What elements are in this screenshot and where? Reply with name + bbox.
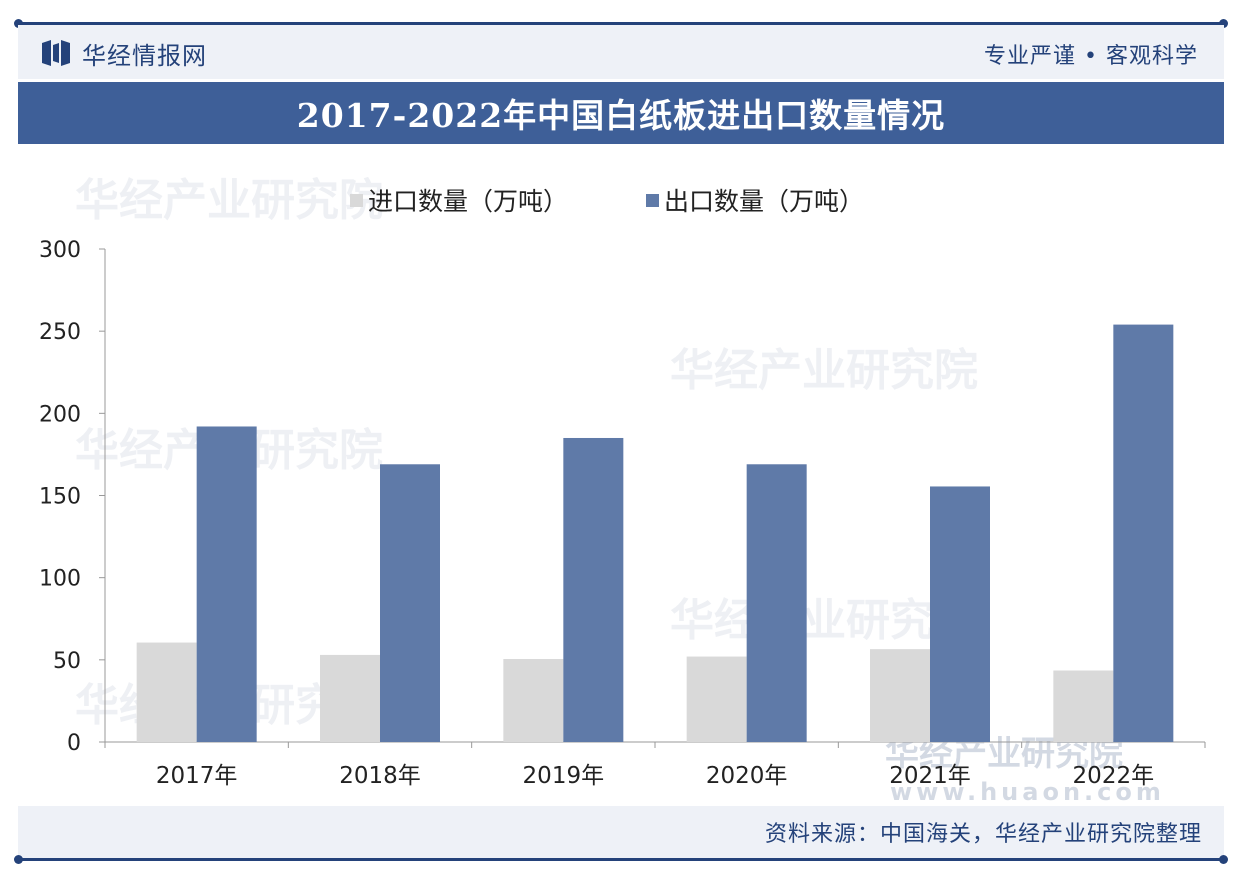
top-rule-dot-left (14, 19, 23, 28)
export-bar (930, 486, 990, 742)
y-tick-label: 300 (39, 238, 81, 263)
watermark-cn: 华经产业研究院 (75, 175, 383, 226)
watermark-url: www.huaon.com (890, 778, 1165, 806)
watermark-group: 华经产业研究院 华经产业研究院 华经产业研究院 华经产业研究院 华经产业研究院 … (75, 175, 1165, 806)
axes (104, 249, 1205, 743)
footer-bar (18, 806, 1224, 858)
export-bar (746, 464, 807, 742)
x-ticks: 2017年 2018年 2019年 2020年 2021年 2022年 (104, 742, 1206, 789)
import-bar (686, 656, 747, 742)
bars (136, 324, 1174, 742)
export-bar (380, 464, 440, 742)
import-bar (320, 654, 380, 742)
slogan: 专业严谨 • 客观科学 (984, 44, 1198, 69)
x-tick-label: 2022年 (1073, 763, 1155, 789)
y-tick-label: 250 (39, 320, 81, 345)
x-tick-label: 2017年 (156, 763, 238, 789)
import-bar (503, 659, 564, 742)
chart-title: 2017-2022年中国白纸板进出口数量情况 (296, 96, 946, 135)
x-tick-label: 2020年 (706, 763, 788, 789)
watermark-cn: 华经产业研究院 (670, 345, 978, 396)
title-bar: 2017-2022年中国白纸板进出口数量情况 (18, 82, 1224, 144)
legend-label-export: 出口数量（万吨） (664, 187, 864, 216)
top-rule (18, 22, 1224, 25)
x-tick-label: 2018年 (339, 763, 421, 789)
y-tick-label: 200 (39, 402, 81, 427)
export-bar (196, 426, 257, 742)
bottom-rule-dot-right (1219, 855, 1228, 864)
export-bar (563, 437, 624, 742)
brand-name: 华经情报网 (82, 41, 207, 70)
import-bar (136, 642, 197, 742)
watermark-cn: 华经产业研究院 (670, 595, 978, 646)
legend-swatch-export (646, 194, 659, 207)
y-tick-label: 50 (53, 649, 81, 674)
x-tick-label: 2021年 (889, 763, 971, 789)
y-tick-label: 0 (67, 731, 81, 756)
export-bar (1113, 324, 1174, 742)
legend: 进口数量（万吨） 出口数量（万吨） (350, 187, 864, 216)
bottom-rule (18, 858, 1224, 861)
legend-swatch-import (350, 194, 363, 207)
y-tick-label: 150 (39, 485, 81, 510)
x-tick-label: 2019年 (523, 763, 605, 789)
import-bar (870, 649, 930, 742)
source-note: 资料来源：中国海关，华经产业研究院整理 (764, 822, 1202, 847)
bottom-rule-dot-left (14, 855, 23, 864)
brand: 华经情报网 (42, 36, 207, 70)
legend-label-import: 进口数量（万吨） (368, 187, 568, 216)
hj-logo-icon (42, 40, 70, 66)
y-ticks: 0 50 100 150 200 250 300 (39, 238, 105, 756)
import-bar (1053, 670, 1114, 742)
y-tick-label: 100 (39, 567, 81, 592)
header-bar (18, 25, 1224, 79)
top-rule-dot-right (1219, 19, 1228, 28)
